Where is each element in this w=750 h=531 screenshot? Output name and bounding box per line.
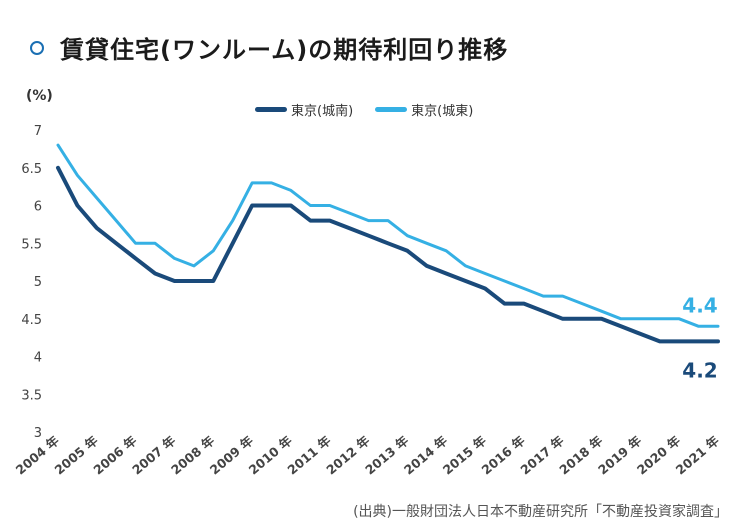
y-tick-label: 5	[34, 275, 42, 290]
legend-label-east: 東京(城東)	[411, 104, 474, 119]
legend-label-south: 東京(城南)	[291, 104, 354, 119]
legend-swatch-south	[255, 107, 287, 112]
chart-title: 賃貸住宅(ワンルーム)の期待利回り推移	[60, 36, 509, 64]
chart-legend: 東京(城南) 東京(城東)	[255, 100, 495, 119]
y-tick-label: 4.5	[21, 313, 42, 328]
y-axis-unit-label: (%)	[26, 88, 53, 104]
y-tick-label: 6	[34, 200, 42, 215]
legend-item-east: 東京(城東)	[375, 100, 473, 119]
y-tick-label: 7	[34, 124, 42, 139]
legend-swatch-east	[375, 107, 408, 112]
y-tick-label: 6.5	[21, 162, 42, 177]
circle-bullet-icon	[30, 40, 44, 55]
series-line-south	[56, 165, 720, 344]
end-label-south: 4.2	[682, 358, 717, 382]
legend-item-south: 東京(城南)	[255, 100, 353, 119]
series-line-east	[56, 143, 720, 328]
chart-title-block: 賃貸住宅(ワンルーム)の期待利回り推移	[30, 30, 508, 65]
x-tick-label: 2021 年	[673, 432, 723, 477]
source-note: (出典)一般財団法人日本不動産研究所「不動産投資家調査」	[353, 504, 728, 520]
end-label-east: 4.4	[682, 293, 717, 317]
y-tick-label: 3	[34, 426, 42, 441]
y-tick-label: 5.5	[21, 237, 42, 252]
y-tick-label: 4	[34, 351, 42, 366]
y-tick-label: 3.5	[21, 388, 42, 403]
